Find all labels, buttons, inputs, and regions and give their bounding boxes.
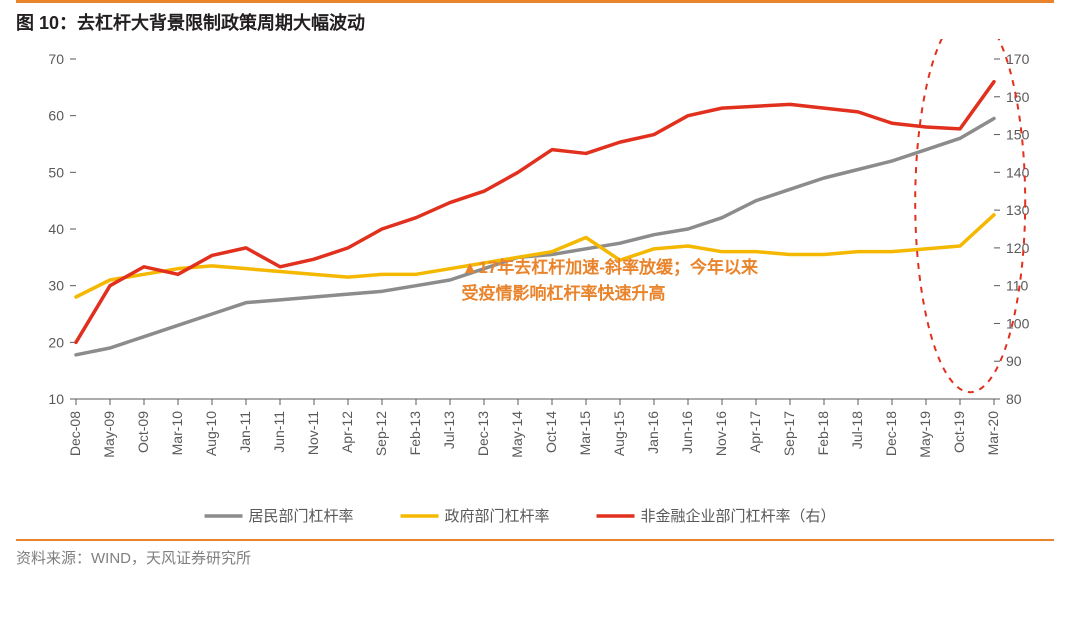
svg-text:政府部门杠杆率: 政府部门杠杆率 [445,508,550,525]
svg-text:90: 90 [1006,353,1022,369]
svg-text:120: 120 [1006,240,1030,256]
svg-text:Jun-16: Jun-16 [679,411,695,454]
svg-text:Mar-10: Mar-10 [169,411,185,456]
svg-text:Feb-18: Feb-18 [815,411,831,456]
title-bar: 图 10：去杠杆大背景限制政策周期大幅波动 [16,0,1054,35]
svg-text:May-19: May-19 [917,411,933,458]
svg-text:Feb-13: Feb-13 [407,411,423,456]
svg-text:110: 110 [1006,278,1029,294]
svg-text:Mar-15: Mar-15 [577,411,593,456]
svg-text:非金融企业部门杠杆率（右）: 非金融企业部门杠杆率（右） [641,507,836,525]
svg-text:150: 150 [1006,127,1030,143]
svg-text:Oct-14: Oct-14 [543,411,559,453]
svg-text:受疫情影响杠杆率快速升高: 受疫情影响杠杆率快速升高 [462,283,666,303]
svg-text:Jan-16: Jan-16 [645,411,661,454]
svg-text:Aug-15: Aug-15 [611,411,627,456]
svg-text:Dec-08: Dec-08 [67,411,83,456]
svg-text:50: 50 [48,164,64,180]
svg-text:170: 170 [1006,51,1030,67]
svg-text:▲17年去杠杆加速-斜率放缓；今年以来: ▲17年去杠杆加速-斜率放缓；今年以来 [462,257,759,277]
svg-text:Oct-19: Oct-19 [951,411,967,453]
svg-text:May-14: May-14 [509,411,525,458]
svg-text:Mar-20: Mar-20 [985,411,1001,456]
svg-text:160: 160 [1006,89,1030,105]
svg-text:20: 20 [48,334,64,350]
svg-text:Sep-17: Sep-17 [781,411,797,456]
chart-area: 1020304050607080901001101201301401501601… [16,39,1054,539]
svg-text:居民部门杠杆率: 居民部门杠杆率 [249,508,354,525]
svg-text:70: 70 [48,51,64,67]
svg-text:Nov-16: Nov-16 [713,411,729,456]
svg-text:Apr-12: Apr-12 [339,411,355,453]
svg-text:Jul-18: Jul-18 [849,411,865,449]
svg-text:Oct-09: Oct-09 [135,411,151,453]
svg-text:40: 40 [48,221,64,237]
svg-text:Jun-11: Jun-11 [271,411,287,453]
svg-text:Sep-12: Sep-12 [373,411,389,456]
svg-text:100: 100 [1006,315,1030,331]
svg-text:Apr-17: Apr-17 [747,411,763,453]
svg-text:10: 10 [48,391,64,407]
chart-footer: 资料来源：WIND，天风证券研究所 [16,539,1054,568]
svg-text:Dec-18: Dec-18 [883,411,899,456]
svg-text:140: 140 [1006,164,1030,180]
svg-text:May-09: May-09 [101,411,117,458]
svg-text:Jan-11: Jan-11 [237,411,253,453]
svg-text:Aug-10: Aug-10 [203,411,219,456]
svg-text:80: 80 [1006,391,1022,407]
svg-text:Nov-11: Nov-11 [305,411,321,455]
chart-title: 图 10：去杠杆大背景限制政策周期大幅波动 [16,13,365,33]
svg-text:Dec-13: Dec-13 [475,411,491,456]
svg-text:30: 30 [48,278,64,294]
svg-text:60: 60 [48,108,64,124]
svg-text:Jul-13: Jul-13 [441,411,457,449]
source-text: 资料来源：WIND，天风证券研究所 [16,550,251,567]
figure-container: 图 10：去杠杆大背景限制政策周期大幅波动 10 20 30 40 50 60 70 80 90… [0,0,1070,619]
chart-svg: 1020304050607080901001101201301401501601… [16,39,1054,539]
